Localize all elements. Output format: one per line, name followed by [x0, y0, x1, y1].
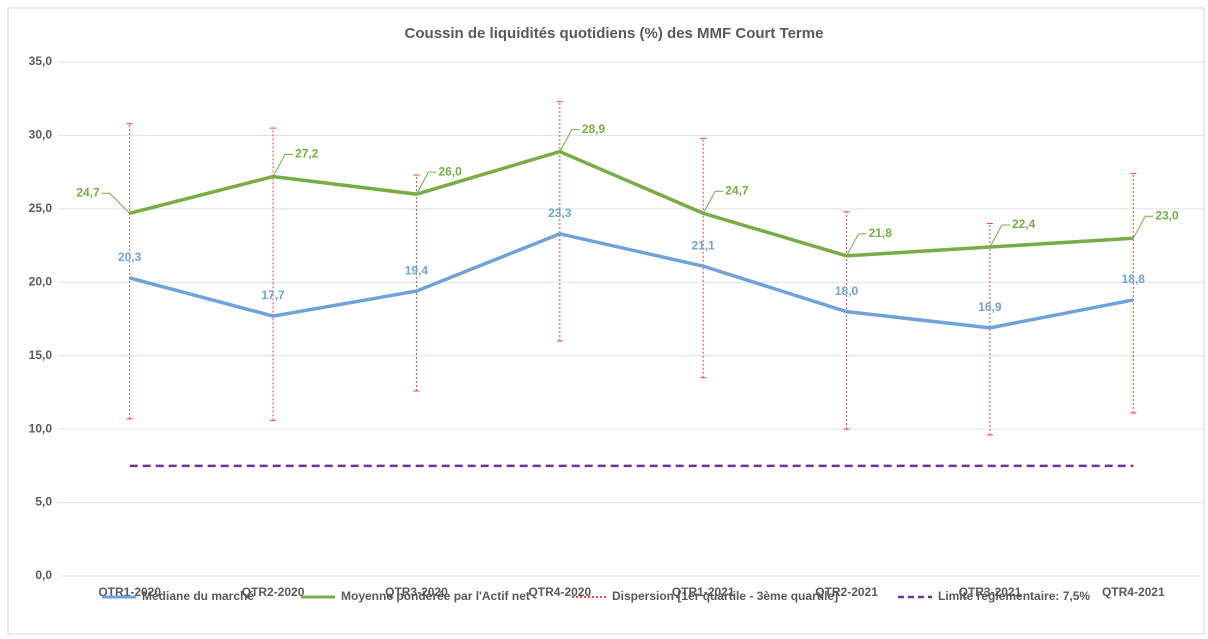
leader-line: [272, 154, 294, 177]
series-line: [129, 149, 1134, 258]
y-tick-label: 0,0: [35, 568, 52, 582]
y-tick-label: 10,0: [29, 421, 53, 435]
x-tick-label: QTR4-2020: [528, 585, 591, 599]
series-line: [129, 231, 1134, 330]
x-tick-label: QTR1-2021: [672, 585, 735, 599]
legend-label: Dispersion [1er quartile - 3ème quartile…: [612, 589, 838, 603]
chart-frame: [7, 7, 1205, 635]
leader-line: [101, 192, 131, 214]
y-tick-label: 25,0: [29, 201, 53, 215]
leader-line: [559, 129, 580, 152]
data-label: 24,7: [76, 185, 100, 199]
data-label: 17,7: [261, 288, 285, 302]
data-label: 21,8: [869, 226, 893, 240]
legend-label: Médiane du marché: [142, 589, 254, 603]
x-tick-label: QTR2-2020: [242, 585, 305, 599]
leader-line: [1132, 215, 1154, 239]
data-label: 19,4: [405, 263, 429, 277]
data-label: 22,4: [1012, 217, 1036, 231]
leader-line: [846, 233, 867, 257]
data-label: 16,9: [978, 300, 1002, 314]
leader-line: [989, 224, 1010, 248]
y-tick-label: 5,0: [35, 495, 52, 509]
data-label: 18,8: [1122, 272, 1146, 286]
x-tick-label: QTR3-2021: [959, 585, 1022, 599]
data-label: 20,3: [118, 250, 142, 264]
data-label: 28,9: [582, 122, 606, 136]
data-label: 27,2: [295, 147, 319, 161]
y-tick-label: 35,0: [29, 54, 53, 68]
chart-title: Coussin de liquidités quotidiens (%) des…: [405, 25, 824, 42]
y-tick-label: 15,0: [29, 348, 53, 362]
data-label: 23,3: [548, 206, 572, 220]
x-tick-label: QTR2-2021: [815, 585, 878, 599]
legend-label: Moyenne pondérée par l'Actif net: [341, 589, 530, 603]
data-label: 23,0: [1155, 208, 1179, 222]
legend-label: Limite réglementaire: 7,5%: [938, 589, 1090, 603]
leader-line: [415, 171, 437, 195]
y-tick-label: 30,0: [29, 128, 53, 142]
x-tick-label: QTR4-2021: [1102, 585, 1165, 599]
data-label: 21,1: [692, 238, 716, 252]
data-label: 18,0: [835, 284, 859, 298]
x-tick-label: QTR3-2020: [385, 585, 448, 599]
data-label: 26,0: [438, 164, 462, 178]
data-label: 24,7: [725, 183, 749, 197]
y-tick-label: 20,0: [29, 274, 53, 288]
leader-line: [702, 190, 724, 214]
